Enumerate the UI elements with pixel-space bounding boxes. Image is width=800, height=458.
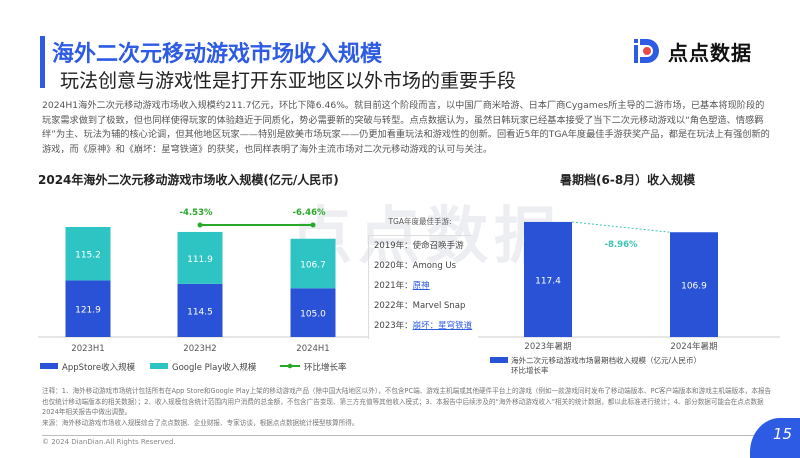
tga-year: 2023年： — [374, 321, 413, 331]
tga-game: Marvel Snap — [412, 301, 466, 311]
tga-header: TGA年度最佳手游: — [388, 217, 452, 226]
data-label: 121.9 — [75, 306, 101, 316]
tga-game[interactable]: 崩坏：星穹铁道 — [412, 321, 473, 331]
x-tick-label: 2023年暑期 — [524, 341, 571, 352]
legend-label: AppStore收入规模 — [62, 362, 136, 373]
bar-appstore — [177, 283, 223, 337]
legend-label: 海外二次元移动游戏市场暑期档收入规模（亿元/人民币） — [511, 355, 701, 365]
bar-appstore — [65, 280, 111, 337]
growth-label: -4.53% — [179, 208, 212, 218]
notes-text: 注释：1、海外移动游戏市场统计包括所有在App Store和Google Pla… — [42, 387, 772, 416]
tga-row: 2022年：Marvel Snap — [374, 299, 472, 319]
legend-line-marker — [287, 363, 293, 369]
x-tick-label: 2024年暑期 — [670, 341, 717, 352]
x-tick-label: 2023H1 — [71, 344, 104, 354]
notes: 注释：1、海外移动游戏市场统计包括所有在App Store和Google Pla… — [42, 386, 772, 428]
x-tick-label: 2024H1 — [296, 344, 329, 354]
tga-game[interactable]: 原神 — [412, 281, 430, 291]
bar-appstore — [290, 288, 336, 337]
data-label: 117.4 — [535, 276, 561, 286]
legend-swatch — [40, 363, 58, 369]
summary-paragraph: 2024H1海外二次元移动游戏市场收入规模约211.7亿元，环比下降6.46%。… — [42, 100, 770, 155]
tga-winners-box: TGA年度最佳手游: 2019年：使命召唤手游 2020年：Among Us 202… — [368, 216, 472, 339]
logo-text: 点点数据 — [668, 40, 752, 65]
tga-row: 2020年：Among Us — [374, 259, 472, 279]
source-text: 来源：海外移动游戏市场收入规模综合了点点数据、企业财报、专家访谈，根据点点数据统… — [42, 418, 359, 427]
data-label: 115.2 — [75, 251, 101, 261]
legend-swatch — [150, 363, 168, 369]
tga-game: 使命召唤手游 — [412, 241, 464, 251]
bar-googleplay — [177, 231, 223, 284]
legend-label: 环比增长率 — [511, 365, 549, 375]
change-label: -8.96% — [604, 240, 637, 250]
data-label: 106.9 — [681, 282, 707, 292]
bar-summer-revenue — [670, 232, 718, 337]
growth-label: -6.46% — [292, 208, 325, 218]
tga-year: 2020年： — [374, 261, 413, 271]
left-chart-title: 2024年海外二次元移动游戏市场收入规模(亿元/人民币) — [38, 173, 339, 187]
page-number: 15 — [773, 425, 793, 443]
diandian-logo-icon — [634, 39, 659, 63]
tga-year: 2022年： — [374, 301, 413, 311]
bar-googleplay — [65, 226, 111, 281]
data-label: 114.5 — [187, 307, 213, 317]
data-label: 111.9 — [187, 255, 213, 265]
x-tick-label: 2023H2 — [183, 344, 216, 354]
growth-point — [310, 222, 316, 228]
change-dotted-line — [571, 221, 671, 233]
data-label: 105.0 — [300, 310, 326, 320]
right-chart-title: 暑期档(6-8月）收入规模 — [560, 173, 696, 187]
tga-year: 2019年： — [374, 241, 413, 251]
tga-row: 2019年：使命召唤手游 — [374, 239, 472, 259]
bar-summer-revenue — [524, 221, 572, 337]
tga-row: 2021年：原神 — [374, 279, 472, 299]
title-accent-bar — [40, 36, 45, 88]
brand-logo: 点点数据 — [632, 36, 752, 66]
data-label: 106.7 — [300, 261, 326, 271]
growth-point — [197, 222, 203, 228]
legend-swatch — [490, 357, 508, 363]
legend-label: Google Play收入规模 — [172, 362, 257, 373]
tga-game: Among Us — [412, 261, 457, 271]
copyright: © 2024 DianDian.All Rights Reserved. — [42, 438, 176, 446]
footer-divider — [42, 435, 768, 436]
legend-label: 环比增长率 — [304, 362, 347, 373]
page-title: 海外二次元移动游戏市场收入规模 — [52, 42, 383, 67]
page-subtitle: 玩法创意与游戏性是打开东亚地区以外市场的重要手段 — [60, 70, 517, 92]
tga-row: 2023年：崩坏：星穹铁道 — [374, 319, 472, 339]
bar-googleplay — [290, 238, 336, 289]
tga-year: 2021年： — [374, 281, 413, 291]
